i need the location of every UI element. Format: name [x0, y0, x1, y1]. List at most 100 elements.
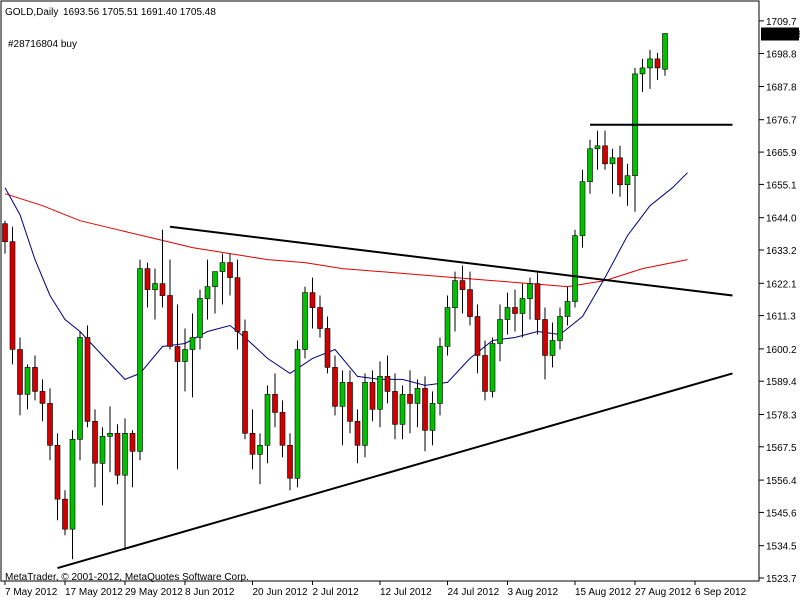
candle-43 — [324, 316, 331, 374]
candle-46 — [347, 370, 353, 434]
fast-moving-average-line — [4, 172, 688, 386]
candle-75 — [564, 286, 571, 326]
price-tick-label: 1556.4 — [766, 476, 797, 487]
candle-body — [579, 181, 586, 236]
price-tick-label: 1644.0 — [766, 214, 797, 225]
time-tick-label: 6 Sep 2012 — [695, 587, 747, 598]
candle-35 — [264, 385, 271, 464]
candle-65 — [489, 337, 496, 398]
price-tick-label: 1611.3 — [766, 312, 796, 323]
candle-83 — [624, 163, 631, 206]
candle-body — [122, 432, 128, 476]
trendlines — [57, 123, 733, 570]
candle-body — [542, 319, 548, 356]
candle-87 — [654, 52, 661, 80]
candle-77 — [579, 169, 586, 248]
price-tick-label: 1600.2 — [766, 345, 797, 356]
candle-80 — [602, 130, 608, 170]
candle-body — [399, 394, 406, 425]
price-tick-label: 1655.1 — [766, 180, 797, 191]
candle-body — [534, 283, 541, 320]
candle-body — [519, 298, 526, 314]
candle-body — [564, 301, 571, 317]
candle-body — [264, 394, 271, 446]
candle-body — [2, 223, 8, 242]
candle-body — [144, 268, 151, 290]
time-tick-label: 2 Jul 2012 — [313, 587, 360, 598]
candle-36 — [272, 373, 278, 428]
candle-16 — [122, 418, 128, 551]
candle-body — [69, 438, 76, 530]
trendline-1 — [57, 372, 733, 570]
candle-76 — [572, 229, 578, 308]
candle-52 — [392, 373, 398, 440]
candle-57 — [429, 391, 436, 446]
candle-body — [92, 420, 98, 464]
candle-54 — [407, 370, 413, 434]
candle-1 — [9, 226, 16, 365]
candle-body — [459, 280, 466, 290]
candle-29 — [219, 253, 226, 305]
candle-13 — [99, 427, 106, 506]
candle-body — [647, 58, 653, 69]
candle-body — [474, 316, 481, 356]
candle-body — [594, 145, 601, 150]
candle-60 — [452, 271, 458, 332]
candle-body — [234, 277, 241, 332]
price-axis: 1709.7 1698.8 1687.8 1676.7 1665.9 1655.1 1644… — [759, 17, 797, 585]
candle-40 — [302, 286, 308, 359]
candle-30 — [227, 253, 233, 296]
candle-79 — [594, 130, 601, 170]
candle-body — [17, 349, 23, 395]
candle-body — [279, 412, 286, 446]
candle-63 — [474, 304, 481, 374]
candle-body — [512, 307, 518, 314]
candle-0 — [2, 220, 8, 254]
candle-81 — [609, 148, 616, 194]
candle-body — [392, 391, 398, 425]
candle-body — [384, 376, 391, 392]
candle-body — [489, 343, 496, 392]
candle-78 — [587, 139, 593, 194]
price-tag-background — [761, 27, 799, 41]
candle-body — [302, 292, 308, 350]
candle-body — [152, 283, 158, 290]
candle-74 — [557, 307, 563, 350]
candle-51 — [384, 355, 391, 404]
candle-body — [182, 349, 188, 362]
candle-body — [572, 235, 578, 302]
candle-body — [339, 382, 346, 407]
time-tick-label: 3 Aug 2012 — [508, 587, 559, 598]
candle-body — [467, 289, 473, 317]
candle-body — [167, 295, 173, 347]
candle-59 — [444, 295, 451, 356]
candle-72 — [542, 307, 548, 380]
copyright-footer: MetaTrader, © 2001-2012, MetaQuotes Soft… — [5, 572, 249, 583]
time-tick-label: 7 May 2012 — [5, 587, 58, 598]
candle-41 — [309, 277, 316, 329]
candle-body — [444, 307, 451, 347]
candle-body — [129, 432, 136, 452]
candle-38 — [287, 433, 293, 491]
candle-body — [324, 328, 331, 368]
candle-50 — [377, 361, 383, 428]
candle-68 — [512, 289, 518, 332]
candle-body — [354, 420, 361, 446]
candle-body — [414, 388, 421, 404]
candle-body — [332, 367, 338, 407]
candle-body — [377, 376, 383, 410]
price-tick-label: 1687.8 — [766, 83, 797, 94]
candle-21 — [159, 229, 166, 308]
candle-body — [654, 58, 661, 69]
candle-body — [77, 337, 83, 440]
price-tick-label: 1578.3 — [766, 411, 797, 422]
price-tick-label: 1709.7 — [766, 17, 797, 28]
candle-body — [437, 346, 443, 404]
candle-body — [24, 367, 31, 395]
current-price-tag: 1705.48 — [761, 27, 800, 41]
candle-48 — [362, 373, 368, 458]
candle-66 — [497, 304, 503, 362]
candle-62 — [467, 271, 473, 326]
